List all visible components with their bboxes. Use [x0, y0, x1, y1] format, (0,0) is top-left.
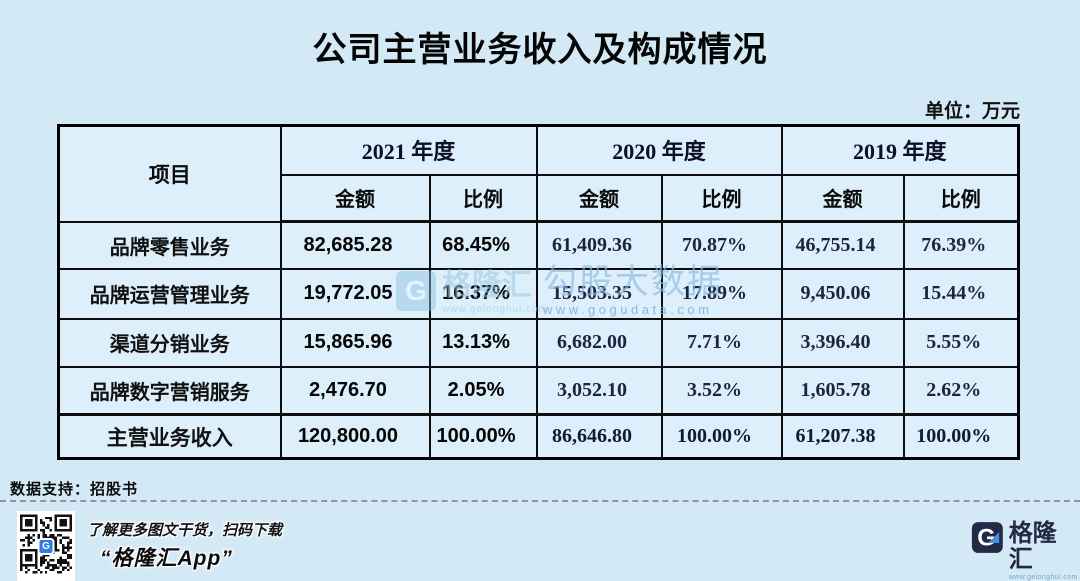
unit-label: 单位：万元 [924, 101, 1020, 122]
gelonghui-brand-block: G 格隆汇 www.gelonghui.com [971, 521, 1080, 581]
cell-2020-ratio: 7.71% [660, 317, 783, 368]
cell-2019-ratio: 76.39% [902, 220, 1020, 270]
cell-2021-ratio: 2.05% [428, 365, 538, 416]
footer-divider [0, 500, 1080, 502]
table-row-brand-operation: 品牌运营管理业务 19,772.05 16.37% 15,503.35 17.8… [57, 267, 1020, 320]
qr-code: G [17, 511, 75, 581]
cell-2019-amount: 3,396.40 [780, 317, 905, 368]
col-header-2020: 2020 年度 [535, 124, 783, 176]
cell-2019-amount: 46,755.14 [780, 220, 905, 270]
gelonghui-logo-icon: G [971, 522, 1003, 553]
cell-2021-ratio: 16.37% [428, 267, 538, 320]
cell-2019-ratio: 2.62% [902, 365, 1020, 416]
cell-2020-amount: 61,409.36 [535, 220, 663, 270]
table-row-digital-marketing: 品牌数字营销服务 2,476.70 2.05% 3,052.10 3.52% 1… [57, 365, 1020, 416]
cell-2021-amount: 82,685.28 [279, 220, 431, 270]
cell-2021-amount: 2,476.70 [279, 365, 431, 416]
gelonghui-brand-name: 格隆汇 [1008, 520, 1057, 573]
col-header-2019-ratio: 比例 [902, 173, 1020, 223]
table-row-total: 主营业务收入 120,800.00 100.00% 86,646.80 100.… [57, 413, 1020, 460]
revenue-table-wrap: 项目 2021 年度 2020 年度 2019 年度 金额 比例 金额 比例 金… [57, 124, 1021, 460]
table-row-channel-distribution: 渠道分销业务 15,865.96 13.13% 6,682.00 7.71% 3… [57, 317, 1020, 368]
cell-2021-ratio-total: 100.00% [428, 413, 538, 460]
cell-2019-ratio-total: 100.00% [902, 413, 1020, 460]
col-header-item: 项目 [57, 124, 282, 223]
cell-2020-amount: 3,052.10 [535, 365, 663, 416]
cell-2019-ratio: 5.55% [902, 317, 1020, 368]
cell-2020-ratio: 17.89% [660, 267, 783, 320]
cell-2020-amount: 6,682.00 [535, 317, 663, 368]
row-label: 品牌运营管理业务 [57, 267, 282, 320]
cell-2021-ratio: 13.13% [428, 317, 538, 368]
row-label: 渠道分销业务 [57, 317, 282, 368]
col-header-2020-ratio: 比例 [660, 173, 783, 223]
cell-2019-amount: 9,450.06 [780, 267, 905, 320]
cell-2020-ratio: 3.52% [660, 365, 783, 416]
cell-2020-ratio: 70.87% [660, 220, 783, 270]
col-header-2021-amount: 金额 [279, 173, 431, 223]
row-label: 品牌数字营销服务 [57, 365, 282, 416]
cell-2019-ratio: 15.44% [902, 267, 1020, 320]
cell-2021-amount-total: 120,800.00 [279, 413, 431, 460]
col-header-2021: 2021 年度 [279, 124, 538, 176]
cell-2021-amount: 19,772.05 [279, 267, 431, 320]
cell-2020-amount-total: 86,646.80 [535, 413, 663, 460]
cell-2019-amount: 1,605.78 [780, 365, 905, 416]
qr-pattern [20, 514, 72, 574]
svg-text:G: G [977, 526, 995, 552]
qr-caption-line1: 了解更多图文干货，扫码下载 [87, 522, 283, 539]
row-label-total: 主营业务收入 [57, 413, 282, 460]
cell-2020-amount: 15,503.35 [535, 267, 663, 320]
col-header-2019-amount: 金额 [780, 173, 905, 223]
revenue-table: 项目 2021 年度 2020 年度 2019 年度 金额 比例 金额 比例 金… [57, 124, 1021, 460]
qr-center-logo-icon: G [37, 538, 55, 555]
qr-caption-line2: “格隆汇App” [100, 547, 233, 570]
table-row-brand-retail: 品牌零售业务 82,685.28 68.45% 61,409.36 70.87%… [57, 220, 1020, 270]
row-label: 品牌零售业务 [57, 220, 282, 270]
data-source-note: 数据支持：招股书 [10, 481, 139, 498]
year-header-row: 项目 2021 年度 2020 年度 2019 年度 [57, 124, 1020, 223]
cell-2021-amount: 15,865.96 [279, 317, 431, 368]
gelonghui-brand-url: www.gelonghui.com [1008, 574, 1078, 581]
col-header-2020-amount: 金额 [535, 173, 663, 223]
cell-2019-amount-total: 61,207.38 [780, 413, 905, 460]
cell-2020-ratio-total: 100.00% [660, 413, 783, 460]
gelonghui-brand-text: 格隆汇 www.gelonghui.com [1009, 521, 1080, 581]
col-header-2021-ratio: 比例 [428, 173, 538, 223]
cell-2021-ratio: 68.45% [428, 220, 538, 270]
page-title: 公司主营业务收入及构成情况 [312, 31, 768, 69]
col-header-2019: 2019 年度 [780, 124, 1020, 176]
subheader-row: 金额 比例 金额 比例 金额 比例 [59, 173, 1020, 223]
